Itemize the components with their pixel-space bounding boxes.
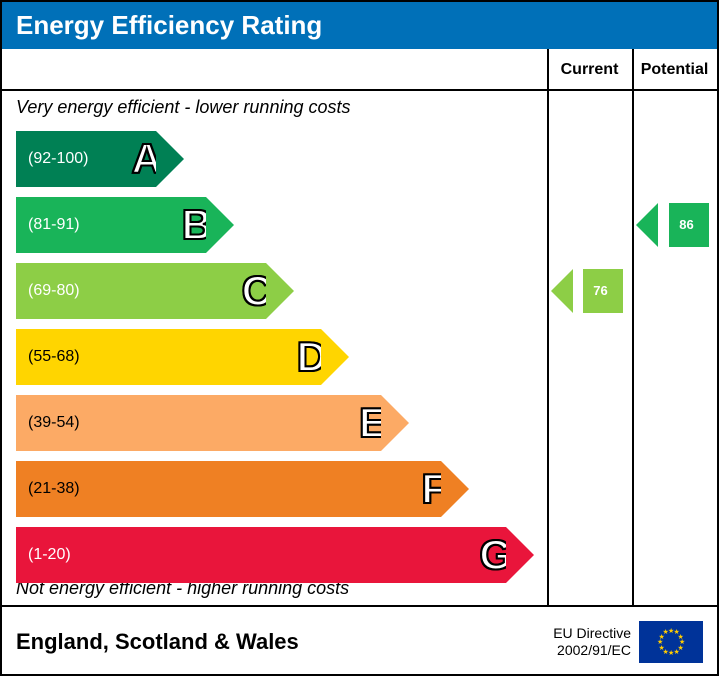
band-row: (81-91) B [16,197,536,253]
current-rating-value: 76 [583,269,623,313]
band-letter: C [242,267,272,315]
band-range: (92-100) [16,150,88,168]
band-row: (39-54) E [16,395,536,451]
band-row: (92-100) A [16,131,536,187]
potential-rating-marker: 86 [658,203,719,247]
band-row: (55-68) D [16,329,536,385]
band-bar-b: (81-91)B [16,197,206,253]
epc-chart: Energy Efficiency Rating Current Potenti… [0,0,719,676]
band-row: (1-20) G [16,527,536,583]
header-row: Current Potential [2,49,717,91]
band-bar-f: (21-38)F [16,461,441,517]
band-range: (81-91) [16,216,80,234]
eu-directive-line2: 2002/91/EC [557,642,631,658]
band-letter: A [132,135,162,183]
eu-directive-text: EU Directive 2002/91/EC [553,625,631,659]
band-bar-a: (92-100)A [16,131,156,187]
band-letter: B [182,201,212,249]
band-range: (55-68) [16,348,80,366]
caption-efficient: Very energy efficient - lower running co… [16,97,351,118]
title-text: Energy Efficiency Rating [16,10,322,40]
bands-container: (92-100) A (81-91) B (69-80) C (55-68) D (39-54)… [16,131,536,593]
band-row: (69-80) C [16,263,536,319]
eu-flag-icon: ★★★★★★★★★★★★ [639,621,703,663]
band-range: (1-20) [16,546,71,564]
chart-grid: Current Potential Very energy efficient … [2,49,717,607]
region-text: England, Scotland & Wales [16,629,299,655]
header-potential: Potential [632,49,717,91]
footer: England, Scotland & Wales EU Directive 2… [2,610,717,674]
band-row: (21-38) F [16,461,536,517]
band-letter: F [421,465,447,513]
band-letter: D [297,333,327,381]
band-bar-e: (39-54)E [16,395,381,451]
title-bar: Energy Efficiency Rating [2,2,717,49]
band-bar-c: (69-80)C [16,263,266,319]
eu-block: EU Directive 2002/91/EC ★★★★★★★★★★★★ [553,621,703,663]
potential-rating-value: 86 [669,203,709,247]
band-bar-d: (55-68)D [16,329,321,385]
chart-body: Very energy efficient - lower running co… [2,91,717,605]
band-range: (39-54) [16,414,80,432]
band-letter: E [359,399,387,447]
band-range: (21-38) [16,480,80,498]
band-letter: G [479,531,512,579]
current-rating-marker: 76 [573,269,632,313]
header-current: Current [547,49,632,91]
band-bar-g: (1-20)G [16,527,506,583]
eu-directive-line1: EU Directive [553,625,631,641]
band-range: (69-80) [16,282,80,300]
